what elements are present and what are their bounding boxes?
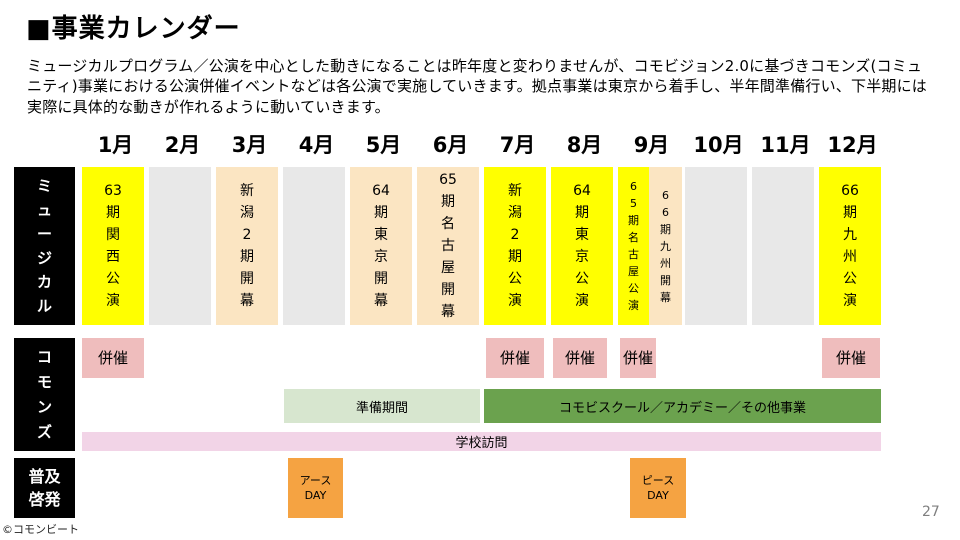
musical-cell-sep-b: 6 6 期 九 州 開 幕 [649,167,682,325]
month-label-12: 12月 [827,133,878,157]
peace-day-box: ピース DAY [630,458,686,518]
school-visit-bar: 学校訪問 [82,432,881,451]
school-academy-bar: コモビスクール／アカデミー／その他事業 [484,389,881,423]
month-label-10: 10月 [693,133,744,157]
musical-cell-jul: 新 潟 2 期 公 演 [484,167,546,325]
heisai-box-dec: 併催 [822,338,880,378]
musical-cell-may: 64 期 東 京 開 幕 [350,167,412,325]
month-label-1: 1月 [97,133,134,157]
earth-day-box: アース DAY [288,458,343,518]
musical-cell-dec: 66 期 九 州 公 演 [819,167,881,325]
prep-period-bar: 準備期間 [284,389,480,423]
page-number: 27 [922,504,940,520]
copyright-text: ©コモンビート [2,523,79,536]
month-label-7: 7月 [499,133,536,157]
month-label-3: 3月 [231,133,268,157]
month-label-5: 5月 [365,133,402,157]
month-label-2: 2月 [164,133,201,157]
musical-cell-nov [752,167,814,325]
month-label-11: 11月 [760,133,811,157]
musical-cell-jun: 65 期 名 古 屋 開 幕 [417,167,479,325]
musical-cell-apr [283,167,345,325]
musical-cell-jan: 63 期 関 西 公 演 [82,167,144,325]
row-label-outreach: 普及 啓発 [14,458,75,518]
page-title: ■事業カレンダー [26,14,241,44]
month-label-4: 4月 [298,133,335,157]
heisai-box-jul: 併催 [486,338,544,378]
month-label-8: 8月 [566,133,603,157]
musical-cell-mar: 新 潟 2 期 開 幕 [216,167,278,325]
row-label-commons: コ モ ン ズ [14,338,75,451]
heisai-box-jan: 併催 [82,338,144,378]
heisai-box-aug: 併催 [553,338,607,378]
intro-text: ミュージカルプログラム／公演を中心とした動きになることは昨年度と変わりませんが、… [27,57,928,116]
heisai-box-sep: 併催 [620,338,656,378]
musical-cell-oct [685,167,747,325]
month-label-9: 9月 [633,133,670,157]
row-label-musical: ミ ュ ー ジ カ ル [14,167,75,325]
musical-cell-sep-a: 6 5 期 名 古 屋 公 演 [618,167,649,325]
musical-cell-aug: 64 期 東 京 公 演 [551,167,613,325]
month-label-6: 6月 [432,133,469,157]
musical-cell-feb [149,167,211,325]
